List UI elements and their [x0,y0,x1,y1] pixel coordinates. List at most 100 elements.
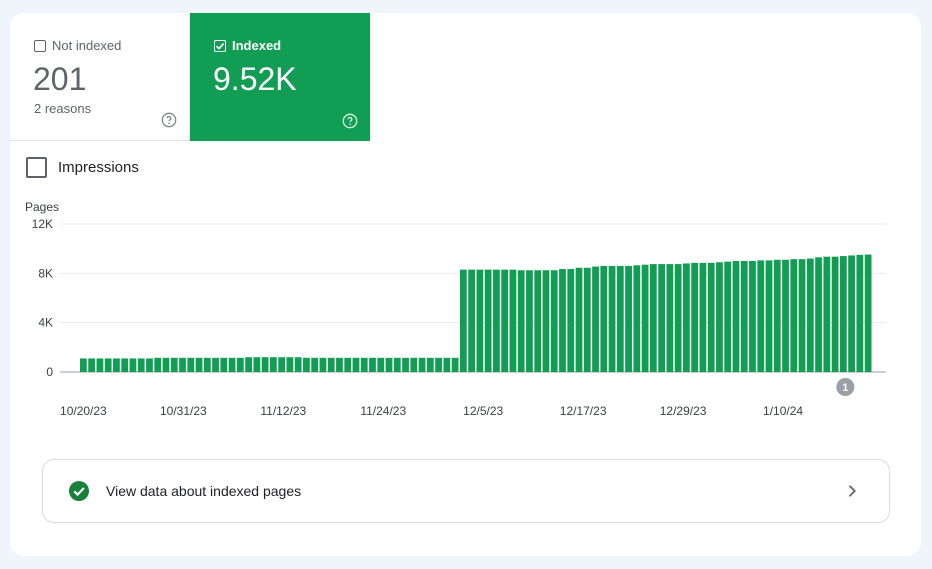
bar[interactable] [782,259,789,372]
help-icon[interactable] [342,113,358,129]
bar[interactable] [410,357,418,372]
bar[interactable] [236,357,244,372]
bar[interactable] [765,260,773,372]
bar[interactable] [303,357,310,372]
bar[interactable] [592,266,599,372]
not-indexed-checkbox[interactable] [34,39,46,52]
bar[interactable] [856,254,864,372]
bar[interactable] [435,357,442,372]
bar[interactable] [658,264,666,372]
bar[interactable] [278,357,286,372]
help-icon[interactable] [161,112,177,128]
bar[interactable] [195,357,203,372]
bar[interactable] [625,265,632,372]
bar[interactable] [418,357,426,372]
bar[interactable] [691,262,699,372]
bar[interactable] [583,267,591,372]
bar[interactable] [484,269,492,372]
bar[interactable] [220,357,228,372]
bar[interactable] [806,258,814,372]
bar[interactable] [476,269,484,372]
impressions-checkbox[interactable] [26,157,47,178]
bar[interactable] [336,357,343,372]
bar[interactable] [385,357,393,372]
bar[interactable] [377,357,385,372]
bar[interactable] [674,264,682,372]
bar[interactable] [121,358,129,372]
bar[interactable] [88,358,96,372]
bar[interactable] [732,261,740,372]
not-indexed-tile[interactable]: Not indexed 201 2 reasons [10,13,190,141]
bar[interactable] [864,254,872,372]
bar[interactable] [319,357,327,372]
bar[interactable] [426,357,434,372]
bar[interactable] [187,357,195,372]
bar[interactable] [451,357,459,372]
bar[interactable] [80,358,87,372]
annotation-marker[interactable] [836,378,855,396]
bar[interactable] [616,265,624,372]
bar[interactable] [683,263,690,372]
bar[interactable] [369,357,376,372]
bar[interactable] [146,358,153,372]
bar[interactable] [790,259,798,372]
bar[interactable] [600,265,608,372]
bar[interactable] [179,357,186,372]
bar[interactable] [154,357,162,372]
bar[interactable] [360,357,368,372]
bar[interactable] [542,270,550,372]
bar[interactable] [534,270,542,372]
bar[interactable] [269,357,277,372]
bar[interactable] [286,357,294,372]
bar[interactable] [104,358,112,372]
bar[interactable] [501,269,509,372]
view-indexed-pages-link[interactable]: View data about indexed pages [42,459,890,523]
bar[interactable] [113,358,120,372]
bar[interactable] [649,264,657,372]
bar[interactable] [559,269,566,372]
bar[interactable] [815,257,822,372]
bar[interactable] [344,357,352,372]
bar[interactable] [327,357,335,372]
bar[interactable] [96,358,104,372]
bar[interactable] [352,357,360,372]
bar[interactable] [253,357,261,372]
bar[interactable] [567,269,575,372]
bar[interactable] [740,261,748,372]
bar[interactable] [402,357,409,372]
bar[interactable] [839,256,847,372]
bar[interactable] [459,269,467,372]
bar[interactable] [641,264,649,372]
bar[interactable] [773,259,781,372]
bar[interactable] [550,270,558,372]
bar[interactable] [203,357,211,372]
bar[interactable] [517,270,525,372]
bar[interactable] [749,261,756,372]
bar[interactable] [393,357,401,372]
bar[interactable] [170,357,178,372]
bar[interactable] [212,357,219,372]
bar[interactable] [468,269,476,372]
bar[interactable] [526,270,533,372]
bar[interactable] [137,358,145,372]
bar[interactable] [509,269,517,372]
bar[interactable] [666,264,674,372]
bar[interactable] [848,255,855,372]
bar[interactable] [294,357,302,372]
bar[interactable] [575,267,583,372]
bar[interactable] [633,265,641,372]
bar[interactable] [798,259,806,372]
indexed-checkbox[interactable] [214,39,226,52]
bar[interactable] [311,357,319,372]
bar[interactable] [699,262,707,372]
bar[interactable] [162,357,170,372]
bar[interactable] [831,256,839,372]
bar[interactable] [228,357,236,372]
bar[interactable] [707,262,715,372]
bar[interactable] [757,260,765,372]
bar[interactable] [716,262,723,372]
bar[interactable] [724,261,732,372]
bar[interactable] [608,265,616,372]
bar[interactable] [443,357,451,372]
bar[interactable] [261,357,269,372]
